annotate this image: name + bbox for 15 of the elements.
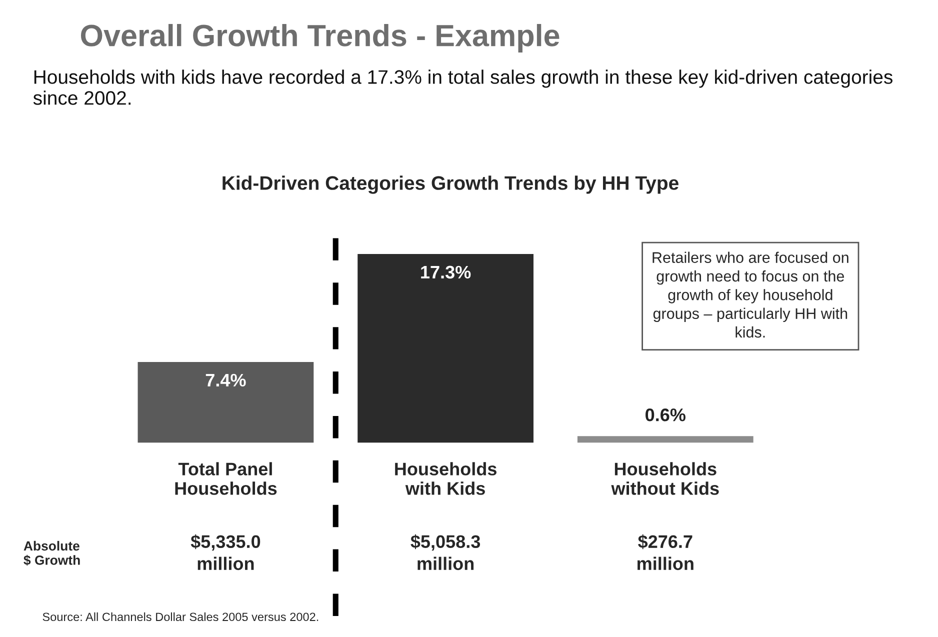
- chart-subtitle: Households with kids have recorded a 17.3% in total sales growth in these key kid-driven categories since 2002.: [33, 70, 892, 105]
- data-label: 17.3%: [421, 266, 471, 279]
- source-note: Source: All Channels Dollar Sales 2005 versus 2002.: [42, 612, 318, 622]
- x-tick-label: Total Panel Households: [175, 462, 277, 495]
- data-label: 7.4%: [206, 374, 246, 387]
- text: Absolute $ Growth: [24, 540, 80, 566]
- text: $276.7 million: [637, 534, 694, 570]
- x-tick-label: Households with Kids: [395, 462, 496, 495]
- text: Kid-Driven Categories Growth Trends by HH Type: [222, 176, 678, 194]
- text: $5,058.3 million: [410, 534, 480, 570]
- annotation: Retailers who are focused on growth need to focus on the growth of key household groups – particularly HH with kids.: [652, 252, 848, 338]
- chart-title: Overall Growth Trends - Example: [80, 24, 560, 52]
- x-tick-label: Households without Kids: [611, 462, 719, 495]
- data-label: 0.6%: [646, 408, 686, 422]
- text: $5,335.0 million: [190, 534, 260, 570]
